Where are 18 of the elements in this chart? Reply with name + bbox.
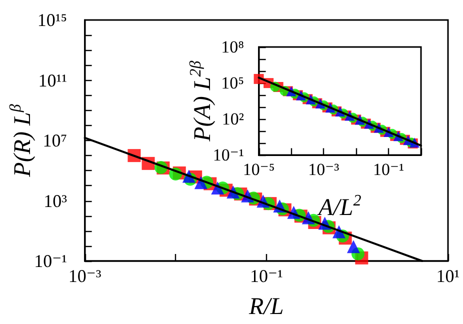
y-tick-label: 10⁻¹ (34, 251, 67, 271)
x-tick-label: 10⁻¹ (373, 160, 404, 180)
x-tick-label: 10⁻³ (308, 160, 340, 180)
y-tick-label: 10² (222, 110, 244, 129)
y-tick-label: 10³ (44, 190, 68, 211)
y-tick-label: 10⁷ (42, 130, 67, 150)
x-tick-label: 10⁻¹ (250, 266, 283, 286)
x-tick-label: 10¹ (436, 266, 460, 286)
y-tick-label: 10⁵ (221, 74, 244, 93)
y-tick-label: 10¹⁵ (37, 10, 67, 30)
x-axis-title: R/L (248, 294, 284, 320)
y-axis-title: P(R) Lβ (8, 104, 36, 178)
y-tick-label: 10⁻¹ (212, 146, 244, 165)
y-axis-title: P(A) L2β (188, 60, 216, 142)
x-tick-label: 10⁻⁵ (242, 160, 275, 180)
x-tick-label: 10⁻³ (68, 266, 102, 286)
y-tick-label: 10¹¹ (38, 70, 67, 90)
y-tick-label: 10⁸ (221, 38, 244, 56)
